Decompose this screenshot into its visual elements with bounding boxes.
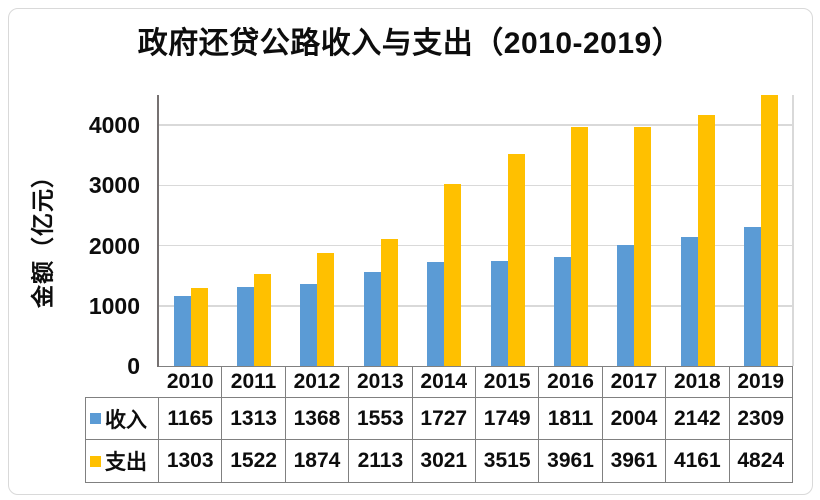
value-cell: 2309 xyxy=(729,398,793,440)
bar-income-2017 xyxy=(617,245,635,366)
value-cell: 1165 xyxy=(159,398,223,440)
value-cell: 2004 xyxy=(602,398,667,440)
year-cell: 2012 xyxy=(285,366,350,398)
bar-expense-2010 xyxy=(190,287,208,366)
plot-right-border xyxy=(792,95,794,366)
year-cell: 2017 xyxy=(602,366,667,398)
year-cell: 2014 xyxy=(412,366,476,398)
bar-income-2016 xyxy=(554,256,572,366)
bar-expense-2011 xyxy=(254,274,272,366)
value-cell: 3961 xyxy=(602,440,667,483)
year-cell: 2013 xyxy=(349,366,413,398)
y-tick-label: 2000 xyxy=(88,232,140,259)
legend-swatch-expense xyxy=(90,455,101,467)
value-cell: 2113 xyxy=(349,440,413,483)
value-cell: 1553 xyxy=(349,398,413,440)
value-cell: 4824 xyxy=(729,440,793,483)
table-corner-cell xyxy=(85,366,159,398)
value-cell: 1368 xyxy=(285,398,350,440)
bar-group-2016 xyxy=(539,95,602,366)
value-cell: 1749 xyxy=(475,398,540,440)
year-cell: 2011 xyxy=(222,366,286,398)
y-axis-line xyxy=(157,95,159,367)
value-cell: 2142 xyxy=(666,398,730,440)
bar-expense-2016 xyxy=(571,127,589,366)
bar-income-2013 xyxy=(363,272,381,366)
bar-layer xyxy=(159,95,793,366)
plot-area xyxy=(159,95,793,366)
bar-group-2013 xyxy=(349,95,412,366)
year-cell: 2010 xyxy=(159,366,223,398)
value-cell: 1727 xyxy=(412,398,476,440)
y-tick-label: 4000 xyxy=(88,112,140,139)
year-cell: 2018 xyxy=(666,366,730,398)
y-tick-label: 3000 xyxy=(88,172,140,199)
legend-swatch-income xyxy=(90,413,101,424)
chart-card xyxy=(8,8,813,495)
bar-group-2019 xyxy=(730,95,793,366)
bar-expense-2013 xyxy=(380,238,398,366)
bar-group-2012 xyxy=(286,95,349,366)
value-cell: 1522 xyxy=(222,440,286,483)
bar-income-2019 xyxy=(744,226,762,366)
gridline xyxy=(159,124,793,126)
bar-income-2011 xyxy=(237,286,255,366)
bar-income-2015 xyxy=(490,260,508,366)
legend-label: 支出 xyxy=(105,451,147,474)
bar-expense-2012 xyxy=(317,253,335,366)
bar-expense-2015 xyxy=(507,154,525,366)
bar-expense-2017 xyxy=(634,127,652,366)
value-cell: 1303 xyxy=(159,440,223,483)
legend-label: 收入 xyxy=(105,408,147,432)
bar-income-2010 xyxy=(173,295,191,366)
value-cell: 3021 xyxy=(412,440,476,483)
gridline xyxy=(159,184,793,187)
value-cell: 1874 xyxy=(285,440,350,483)
gridline xyxy=(159,244,793,247)
bar-expense-2019 xyxy=(761,95,779,366)
bar-income-2014 xyxy=(427,262,445,366)
value-cell: 3961 xyxy=(539,440,603,483)
bar-group-2015 xyxy=(476,95,539,366)
bar-group-2010 xyxy=(159,95,222,366)
bar-income-2018 xyxy=(680,237,698,366)
chart-title: 政府还贷公路收入与支出（2010-2019） xyxy=(137,27,683,60)
value-cell: 1313 xyxy=(222,398,286,440)
y-tick-label: 1000 xyxy=(88,292,140,319)
bar-group-2018 xyxy=(666,95,729,366)
bar-expense-2018 xyxy=(697,115,715,366)
value-cell: 4161 xyxy=(666,440,730,483)
year-cell: 2015 xyxy=(475,366,540,398)
bar-income-2012 xyxy=(300,283,318,366)
gridline xyxy=(159,305,793,307)
value-cell: 1811 xyxy=(539,398,603,440)
gridline-layer xyxy=(159,95,793,366)
legend-key-income: 收入 xyxy=(85,398,159,440)
bar-expense-2014 xyxy=(444,184,462,366)
bar-group-2014 xyxy=(413,95,476,366)
legend-key-expense: 支出 xyxy=(85,440,159,483)
bar-group-2011 xyxy=(222,95,285,366)
bar-group-2017 xyxy=(603,95,666,366)
year-cell: 2016 xyxy=(539,366,603,398)
data-table: 2010 2011 2012 2013 2014 2015 2016 2017 2018 2019… xyxy=(85,366,793,483)
year-cell: 2019 xyxy=(729,366,793,398)
y-tick-label: 0 xyxy=(127,353,140,379)
value-cell: 3515 xyxy=(475,440,540,483)
